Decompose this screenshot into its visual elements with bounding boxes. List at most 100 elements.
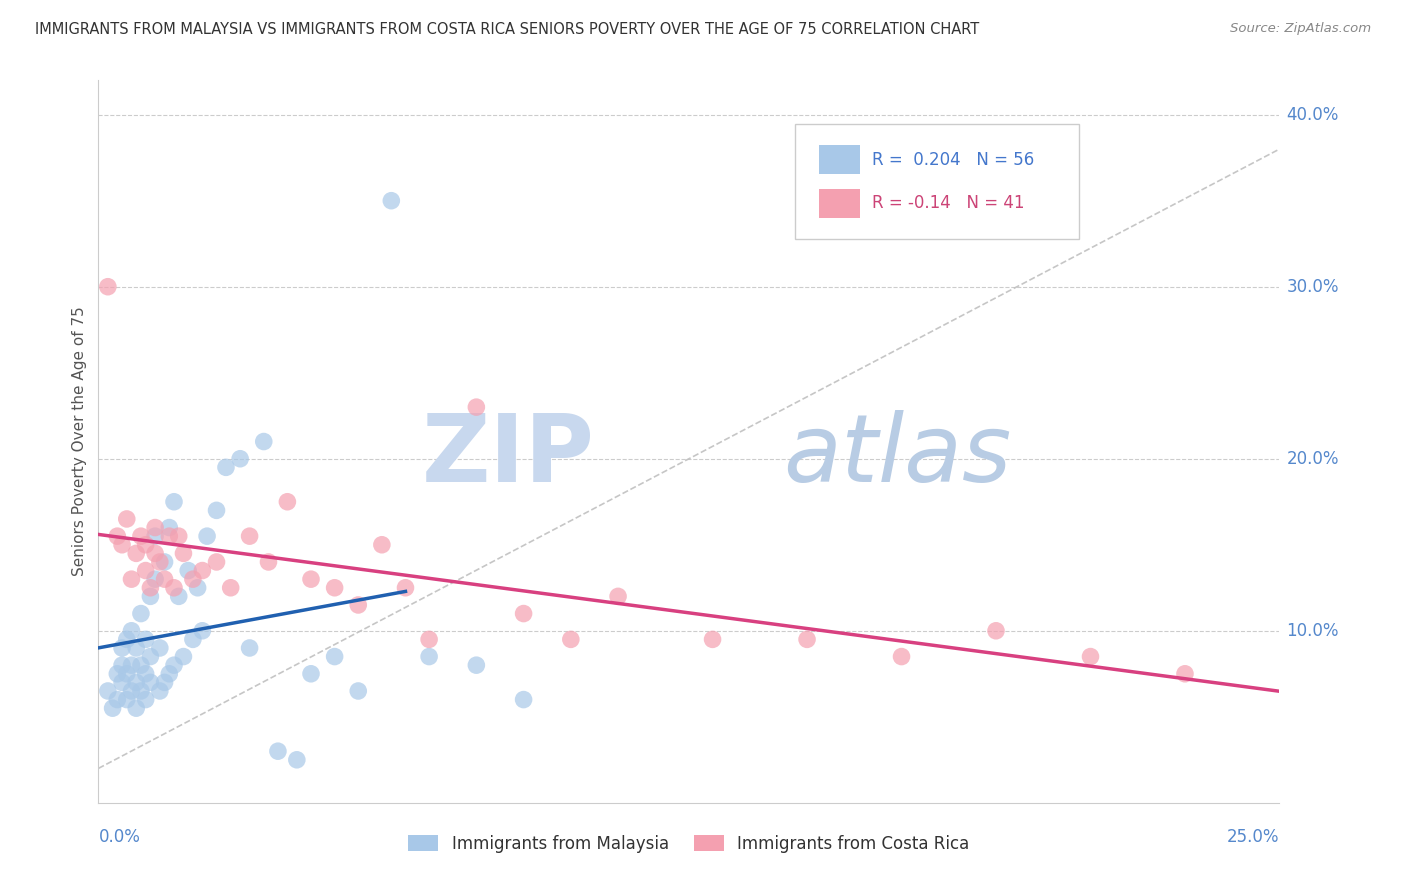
Point: [167, 529, 190, 543]
Point: [157, 666, 180, 681]
Legend: Immigrants from Malaysia, Immigrants from Costa Rica: Immigrants from Malaysia, Immigrants fro…: [402, 828, 976, 860]
Point: [143, 572, 166, 586]
Point: [125, 640, 148, 655]
Point: [418, 649, 440, 664]
Point: [135, 564, 157, 578]
Point: [157, 520, 180, 534]
Text: Source: ZipAtlas.com: Source: ZipAtlas.com: [1230, 22, 1371, 36]
FancyBboxPatch shape: [796, 124, 1078, 239]
Point: [143, 546, 166, 560]
Point: [157, 529, 180, 543]
Point: [205, 503, 228, 517]
Point: [347, 684, 370, 698]
Text: 20.0%: 20.0%: [1286, 450, 1339, 467]
Point: [299, 666, 322, 681]
Text: R =  0.204   N = 56: R = 0.204 N = 56: [872, 151, 1035, 169]
Point: [101, 701, 124, 715]
Point: [125, 701, 148, 715]
Point: [1174, 666, 1197, 681]
Point: [129, 658, 152, 673]
Point: [1080, 649, 1102, 664]
Point: [984, 624, 1007, 638]
Point: [418, 632, 440, 647]
Point: [135, 538, 157, 552]
Point: [229, 451, 252, 466]
Point: [115, 692, 138, 706]
Point: [139, 649, 162, 664]
Point: [177, 564, 200, 578]
Text: R = -0.14   N = 41: R = -0.14 N = 41: [872, 194, 1025, 212]
Point: [172, 546, 194, 560]
Point: [239, 640, 262, 655]
Point: [163, 581, 186, 595]
Point: [139, 590, 162, 604]
Text: 0.0%: 0.0%: [98, 828, 141, 846]
Point: [163, 494, 186, 508]
Text: 25.0%: 25.0%: [1227, 828, 1279, 846]
Point: [111, 640, 134, 655]
Point: [121, 624, 143, 638]
Point: [163, 658, 186, 673]
Point: [97, 684, 120, 698]
Text: ZIP: ZIP: [422, 410, 595, 502]
Point: [139, 675, 162, 690]
Point: [97, 279, 120, 293]
Point: [115, 666, 138, 681]
Point: [191, 624, 214, 638]
Point: [465, 400, 488, 414]
Point: [115, 632, 138, 647]
Point: [172, 649, 194, 664]
Point: [115, 512, 138, 526]
Point: [512, 607, 534, 621]
Point: [121, 658, 143, 673]
Point: [153, 555, 176, 569]
Point: [125, 546, 148, 560]
Point: [105, 692, 128, 706]
Point: [347, 598, 370, 612]
Text: IMMIGRANTS FROM MALAYSIA VS IMMIGRANTS FROM COSTA RICA SENIORS POVERTY OVER THE : IMMIGRANTS FROM MALAYSIA VS IMMIGRANTS F…: [35, 22, 980, 37]
Point: [702, 632, 724, 647]
Point: [129, 684, 152, 698]
Point: [121, 684, 143, 698]
Point: [105, 666, 128, 681]
Point: [105, 529, 128, 543]
Point: [153, 572, 176, 586]
Point: [276, 494, 298, 508]
Point: [394, 581, 416, 595]
Point: [143, 520, 166, 534]
Point: [187, 581, 209, 595]
Point: [153, 675, 176, 690]
Point: [125, 675, 148, 690]
Point: [890, 649, 912, 664]
Point: [191, 564, 214, 578]
Point: [219, 581, 242, 595]
Point: [135, 692, 157, 706]
Point: [129, 607, 152, 621]
Point: [149, 640, 172, 655]
Point: [323, 649, 346, 664]
Point: [135, 666, 157, 681]
Point: [129, 529, 152, 543]
Point: [323, 581, 346, 595]
Point: [215, 460, 238, 475]
Y-axis label: Seniors Poverty Over the Age of 75: Seniors Poverty Over the Age of 75: [72, 307, 87, 576]
Text: 30.0%: 30.0%: [1286, 277, 1339, 296]
Point: [257, 555, 280, 569]
Point: [149, 555, 172, 569]
Point: [239, 529, 262, 543]
Point: [512, 692, 534, 706]
Point: [135, 632, 157, 647]
Bar: [818, 145, 860, 174]
Point: [380, 194, 402, 208]
Point: [285, 753, 308, 767]
Point: [253, 434, 276, 449]
Point: [111, 675, 134, 690]
Point: [111, 538, 134, 552]
Point: [139, 581, 162, 595]
Point: [796, 632, 818, 647]
Point: [121, 572, 143, 586]
Point: [371, 538, 394, 552]
Bar: [818, 188, 860, 218]
Point: [607, 590, 630, 604]
Point: [299, 572, 322, 586]
